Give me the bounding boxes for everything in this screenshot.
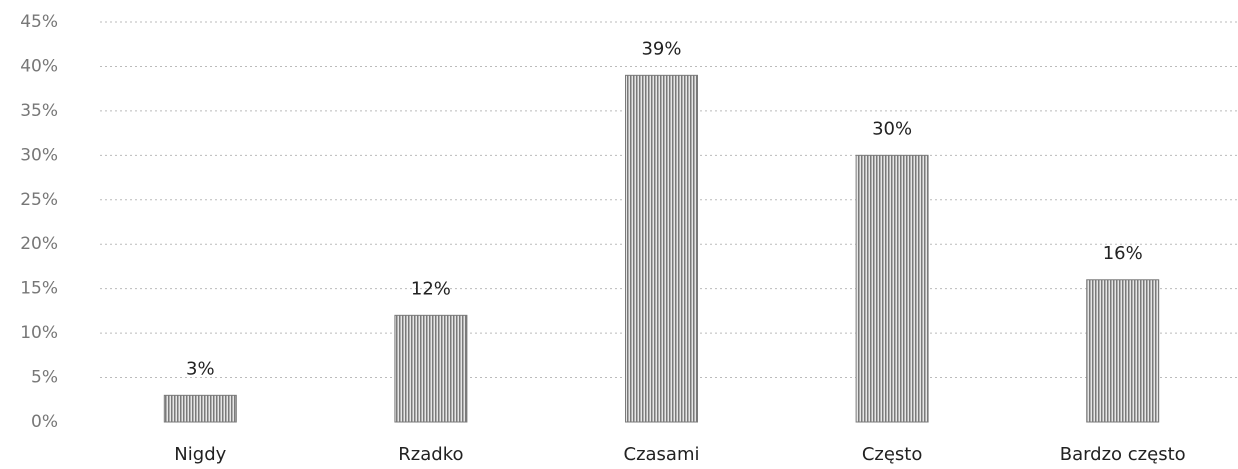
bar [394,314,468,423]
x-tick-label: Czasami [624,444,700,465]
x-tick-label: Rzadko [398,444,463,465]
bar [1086,279,1160,423]
y-tick-label: 20% [20,234,58,254]
value-label: 30% [872,118,912,139]
y-tick-label: 35% [20,101,58,121]
value-label: 3% [186,358,215,379]
y-tick-label: 25% [20,190,58,210]
y-tick-label: 45% [20,12,58,32]
bar [625,74,698,423]
x-tick-label: Bardzo często [1060,444,1186,465]
bar [163,394,237,423]
y-tick-label: 30% [20,145,58,165]
y-tick-label: 5% [31,368,58,388]
y-tick-label: 10% [20,323,58,343]
y-tick-label: 40% [20,56,58,76]
value-label: 12% [411,278,451,299]
value-label: 39% [641,38,681,59]
x-tick-label: Nigdy [174,444,226,465]
bar [855,154,929,423]
y-tick-label: 15% [20,279,58,299]
x-tick-label: Często [862,444,923,465]
y-tick-label: 0% [31,412,58,432]
value-label: 16% [1103,243,1143,264]
